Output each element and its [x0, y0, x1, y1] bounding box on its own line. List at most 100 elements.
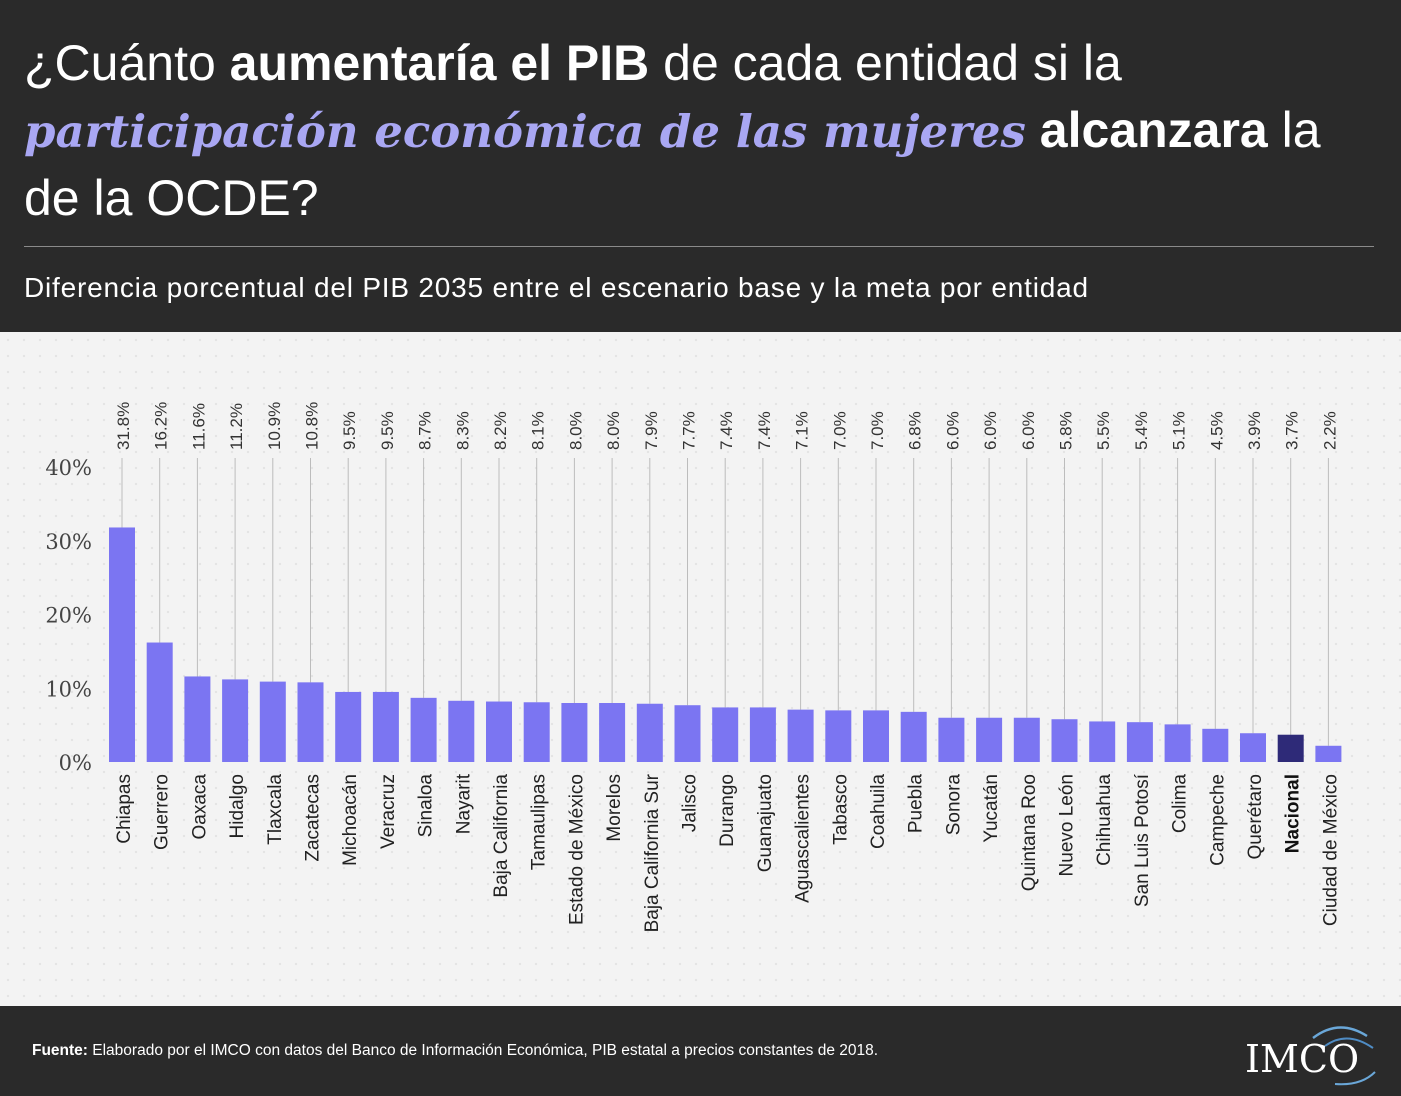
value-label: 7.4% — [717, 411, 736, 450]
bar — [410, 697, 437, 762]
value-label: 7.0% — [830, 411, 849, 450]
category-label: Nacional — [1283, 774, 1304, 853]
category-label: Morelos — [604, 774, 625, 842]
title-part-2: de cada entidad si la — [649, 35, 1122, 91]
category-label: Baja California Sur — [642, 773, 663, 932]
category-label: Sonora — [943, 774, 964, 836]
value-label: 11.2% — [227, 403, 246, 450]
value-label: 3.9% — [1245, 411, 1264, 450]
title-part-6: la de la OCDE? — [24, 102, 1321, 226]
bar-chart: 0% 10% 20% 30% 40% 31.8% Chiapas 16.2% Guerrero 1… — [45, 402, 1342, 932]
y-tick-label: 0% — [59, 751, 92, 775]
value-label: 10.9% — [265, 402, 284, 450]
bar — [1277, 734, 1304, 762]
bar — [825, 710, 852, 762]
category-label: Quintana Roo — [1019, 774, 1040, 891]
value-label: 8.0% — [566, 411, 585, 450]
value-label: 8.7% — [416, 411, 435, 450]
y-tick-label: 40% — [45, 456, 92, 480]
bar — [184, 676, 211, 762]
bar — [297, 682, 324, 762]
value-label: 11.6% — [189, 403, 208, 450]
value-label: 7.9% — [642, 411, 661, 450]
category-label: Estado de México — [566, 774, 587, 925]
title-divider — [24, 246, 1374, 247]
value-label: 8.3% — [453, 411, 472, 450]
bar — [146, 642, 173, 762]
bar — [109, 527, 135, 762]
y-tick-label: 10% — [45, 677, 92, 701]
bar — [448, 700, 475, 762]
value-label: 5.5% — [1094, 411, 1113, 450]
value-label: 6.8% — [906, 411, 925, 450]
category-label: Tlaxcala — [265, 774, 286, 845]
category-label: Coahuila — [868, 774, 889, 849]
chart-title: ¿Cuánto aumentaría el PIB de cada entida… — [24, 30, 1384, 232]
bar — [1126, 722, 1153, 762]
category-label: Zacatecas — [303, 774, 324, 862]
value-label: 6.0% — [943, 411, 962, 450]
category-label: San Luis Potosí — [1132, 773, 1153, 907]
source-note: Fuente: Elaborado por el IMCO con datos … — [32, 1042, 878, 1060]
value-label: 8.2% — [491, 411, 510, 450]
footer-panel: Fuente: Elaborado por el IMCO con datos … — [0, 1006, 1401, 1096]
category-label: Tamaulipas — [529, 774, 550, 870]
bar — [486, 701, 512, 762]
category-label: Chiapas — [114, 774, 135, 844]
title-part-5: alcanzara — [1039, 102, 1268, 158]
value-label: 31.8% — [114, 402, 133, 450]
category-label: Guanajuato — [755, 774, 776, 872]
value-label: 2.2% — [1320, 411, 1339, 450]
value-label: 3.7% — [1283, 411, 1302, 450]
category-label: Nayarit — [453, 773, 474, 834]
category-label: Nuevo León — [1057, 774, 1078, 876]
bar — [863, 710, 889, 762]
category-label: Durango — [717, 774, 738, 847]
y-tick-label: 30% — [45, 530, 92, 554]
bar — [636, 703, 663, 762]
bar — [599, 703, 626, 762]
category-label: Baja California — [491, 774, 512, 898]
value-label: 8.0% — [604, 411, 623, 450]
category-label: Yucatán — [981, 774, 1002, 843]
header-panel: ¿Cuánto aumentaría el PIB de cada entida… — [0, 0, 1401, 332]
bar — [1315, 745, 1342, 762]
value-label: 9.5% — [340, 411, 359, 450]
value-label: 5.1% — [1170, 411, 1189, 450]
value-label: 9.5% — [378, 411, 397, 450]
bar — [900, 711, 927, 762]
chart-subtitle: Diferencia porcentual del PIB 2035 entre… — [24, 272, 1089, 303]
category-label: Veracruz — [378, 774, 399, 849]
bar — [222, 679, 249, 762]
bar — [976, 717, 1003, 762]
category-label: Aguascalientes — [793, 774, 814, 903]
category-label: Jalisco — [680, 774, 701, 832]
bar — [259, 681, 286, 762]
value-label: 5.8% — [1057, 411, 1076, 450]
category-label: Hidalgo — [227, 774, 248, 838]
title-part-4 — [1026, 102, 1040, 158]
bar — [335, 691, 362, 762]
category-label: Guerrero — [152, 774, 173, 850]
chart-background — [0, 332, 1401, 1006]
bar — [372, 691, 399, 762]
source-label: Fuente: — [32, 1042, 88, 1059]
category-label: Puebla — [906, 774, 927, 834]
category-label: Michoacán — [340, 774, 361, 866]
value-label: 10.8% — [303, 402, 322, 450]
bar — [787, 709, 814, 762]
title-part-1: aumentaría el PIB — [229, 35, 650, 91]
value-label: 7.1% — [793, 411, 812, 450]
source-text: Elaborado por el IMCO con datos del Banc… — [87, 1042, 879, 1059]
value-label: 16.2% — [152, 402, 171, 450]
logo-wordmark: IMCO — [1245, 1037, 1359, 1081]
category-label: Campeche — [1207, 774, 1228, 866]
category-label: Querétaro — [1245, 774, 1266, 860]
bar — [1089, 721, 1116, 762]
value-label: 4.5% — [1207, 411, 1226, 450]
category-label: Oaxaca — [189, 774, 210, 840]
bar — [1202, 728, 1229, 762]
value-label: 5.4% — [1132, 411, 1151, 450]
category-label: Chihuahua — [1094, 774, 1115, 866]
bar — [712, 707, 739, 762]
